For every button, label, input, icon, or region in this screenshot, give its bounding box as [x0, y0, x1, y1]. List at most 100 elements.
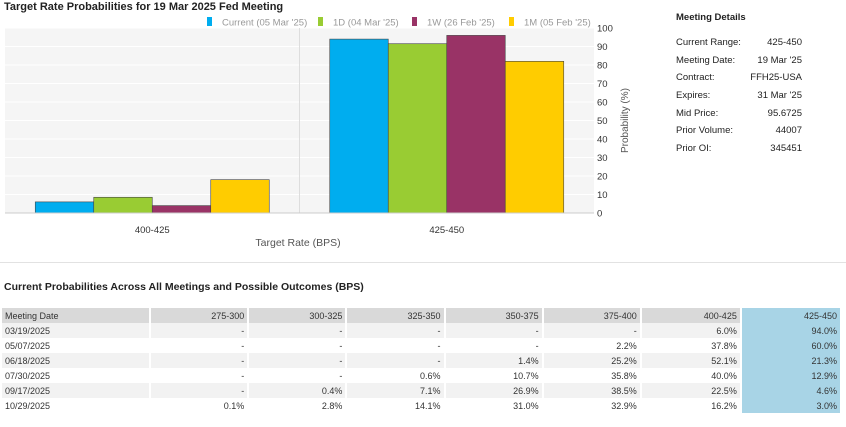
bar-400-425-series-0[interactable] [34, 201, 95, 214]
table-header-cell[interactable]: 425-450 [740, 308, 843, 323]
probability-cell: - [248, 368, 348, 383]
detail-value: 44007 [775, 125, 802, 137]
legend-label[interactable]: 1D (04 Mar '25) [333, 18, 399, 29]
probability-cell: 25.2% [542, 353, 642, 368]
y-tick-label: 50 [597, 116, 608, 127]
y-tick-label: 10 [597, 190, 608, 201]
legend-swatch [509, 17, 514, 26]
y-tick-label: 100 [597, 24, 613, 35]
table-title: Current Probabilities Across All Meeting… [4, 281, 364, 293]
probability-cell: - [150, 383, 250, 398]
probability-cell: - [248, 338, 348, 353]
probability-cell: 7.1% [346, 383, 446, 398]
probability-table: Meeting Date 275-300 300-325 325-350 350-375… [2, 308, 843, 413]
probability-cell: - [150, 338, 250, 353]
detail-value: 425-450 [767, 37, 802, 49]
detail-label: Meeting Date: [676, 54, 736, 66]
x-axis-label: Target Rate (BPS) [255, 237, 340, 249]
probability-cell: 0.1% [150, 398, 250, 413]
table-header-cell[interactable]: 375-400 [542, 308, 642, 323]
probability-cell: 31.0% [444, 398, 544, 413]
probability-cell: 4.6% [740, 383, 843, 398]
table-header-cell[interactable]: 400-425 [640, 308, 742, 323]
legend-label[interactable]: 1M (05 Feb '25) [524, 18, 591, 29]
probability-cell: 14.1% [346, 398, 446, 413]
probability-cell: 16.2% [640, 398, 742, 413]
probability-cell: - [542, 323, 642, 338]
detail-value: FFH25-USA [750, 72, 802, 84]
table-header-cell[interactable]: Meeting Date [2, 308, 152, 323]
probability-cell: 32.9% [542, 398, 642, 413]
table-header-cell[interactable]: 275-300 [150, 308, 250, 323]
probability-cell: 0.6% [346, 368, 446, 383]
bar-425-450-series-1[interactable] [387, 43, 448, 214]
meeting-details-title: Meeting Details [676, 12, 746, 23]
bar-400-425-series-3[interactable] [210, 179, 270, 214]
table-row: 10/29/2025 0.1% 2.8% 14.1% 31.0% 32.9% 16.2% 3.… [2, 398, 843, 413]
bar-425-450-series-2[interactable] [446, 35, 506, 214]
probability-cell: - [248, 353, 348, 368]
bar-425-450-series-3[interactable] [504, 60, 565, 214]
legend-label[interactable]: Current (05 Mar '25) [222, 18, 307, 29]
y-tick-label: 70 [597, 79, 608, 90]
meeting-detail-row: Current Range: 425-450 [676, 34, 802, 52]
probability-cell: 0.4% [248, 383, 348, 398]
table-row: 06/18/2025- - -1.4% 25.2% 52.1% 21.3% [2, 353, 843, 368]
meeting-date-cell: 05/07/2025 [2, 338, 152, 353]
probability-cell: 3.0% [740, 398, 843, 413]
detail-label: Prior Volume: [676, 125, 734, 137]
meeting-date-cell: 09/17/2025 [2, 383, 152, 398]
probability-cell: - [150, 323, 250, 338]
probability-cell: - [248, 323, 348, 338]
table-header-cell[interactable]: 325-350 [346, 308, 446, 323]
y-tick-label: 0 [597, 209, 602, 220]
legend-swatch [412, 17, 417, 26]
detail-label: Prior OI: [676, 142, 712, 154]
probability-cell: 40.0% [640, 368, 742, 383]
table-row: 03/19/2025- - - - -6.0% 94.0% [2, 323, 843, 338]
y-tick-label: 80 [597, 61, 608, 72]
detail-label: Expires: [676, 90, 711, 102]
table-row: 07/30/2025- -0.6% 10.7% 35.8% 40.0% 12.9% [2, 368, 843, 383]
probability-cell: - [150, 368, 250, 383]
meeting-date-cell: 03/19/2025 [2, 323, 152, 338]
probability-cell: 26.9% [444, 383, 544, 398]
bar-425-450-series-0[interactable] [329, 38, 389, 214]
chart-title: Target Rate Probabilities for 19 Mar 202… [4, 1, 284, 13]
detail-value: 31 Mar '25 [757, 90, 802, 102]
probability-cell: 6.0% [640, 323, 742, 338]
y-axis-label: Probability (%) [620, 88, 631, 153]
probability-bar-chart: 0 10 20 30 40 50 60 70 80 90 100 Probability (%) 400… [5, 17, 631, 249]
probability-cell: 52.1% [640, 353, 742, 368]
meeting-details-panel: Meeting Details Current Range: 425-450 Mee… [676, 12, 802, 157]
table-header-row: Meeting Date 275-300 300-325 325-350 350-375… [2, 308, 843, 323]
table-header-cell[interactable]: 350-375 [444, 308, 544, 323]
probability-cell: - [150, 353, 250, 368]
bar-400-425-series-2[interactable] [151, 205, 212, 214]
section-divider [0, 262, 846, 263]
legend-swatch [318, 17, 323, 26]
bar-400-425-series-1[interactable] [93, 196, 153, 214]
probability-cell: 1.4% [444, 353, 544, 368]
meeting-detail-row: Mid Price: 95.6725 [676, 104, 802, 122]
meeting-date-cell: 10/29/2025 [2, 398, 152, 413]
probability-cell: 2.8% [248, 398, 348, 413]
table-row: 05/07/2025- - - -2.2% 37.8% 60.0% [2, 338, 843, 353]
probability-cell: 37.8% [640, 338, 742, 353]
probability-cell: 22.5% [640, 383, 742, 398]
table-header-cell[interactable]: 300-325 [248, 308, 348, 323]
meeting-date-cell: 06/18/2025 [2, 353, 152, 368]
probability-cell: - [346, 338, 446, 353]
probability-cell: - [346, 323, 446, 338]
legend-label[interactable]: 1W (26 Feb '25) [427, 18, 495, 29]
table-row: 09/17/2025-0.4% 7.1% 26.9% 38.5% 22.5% 4.6% [2, 383, 843, 398]
detail-value: 345451 [770, 142, 802, 154]
legend-swatch [207, 17, 212, 26]
probability-cell: 2.2% [542, 338, 642, 353]
probability-cell: 12.9% [740, 368, 843, 383]
probability-cell: - [346, 353, 446, 368]
probability-cell: - [444, 338, 544, 353]
x-tick-label: 425-450 [429, 225, 464, 236]
y-tick-label: 60 [597, 98, 608, 109]
probability-cell: 60.0% [740, 338, 843, 353]
